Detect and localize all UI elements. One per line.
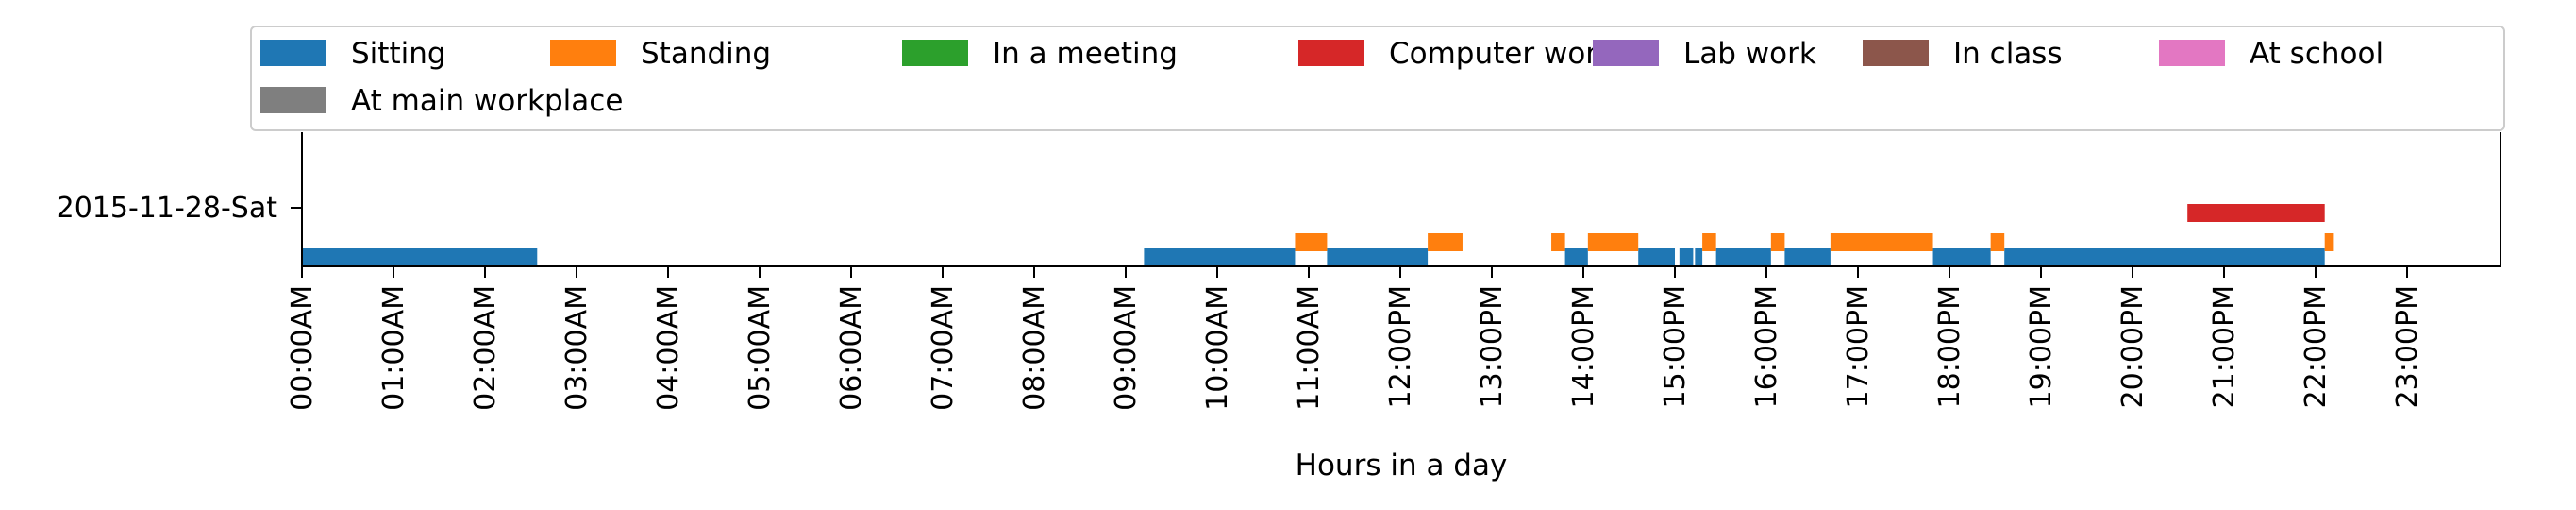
bar-sitting-6 — [1695, 248, 1703, 266]
legend-label-standing: Standing — [641, 37, 771, 71]
x-tick-label: 12:00PM — [1384, 285, 1417, 408]
legend-swatch-sitting — [260, 40, 326, 66]
legend-label-computer-work: Computer work — [1389, 37, 1614, 71]
x-tick-label: 10:00AM — [1201, 285, 1234, 411]
bar-sitting-10 — [2004, 248, 2325, 266]
bar-sitting-9 — [1932, 248, 1991, 266]
y-axis: 2015-11-28-Sat — [57, 192, 302, 225]
legend-label-sitting: Sitting — [351, 37, 446, 71]
legend-swatch-in-class — [1863, 40, 1929, 66]
legend: Sitting Standing In a meeting Computer work… — [250, 26, 2505, 131]
legend-frame — [250, 26, 2505, 131]
bar-standing-4 — [1702, 233, 1716, 251]
x-tick-label: 00:00AM — [286, 285, 319, 411]
plot-background — [302, 132, 2501, 266]
legend-swatch-lab-work — [1593, 40, 1659, 66]
x-tick-label: 20:00PM — [2116, 285, 2149, 408]
x-tick-label: 18:00PM — [1933, 285, 1966, 408]
x-tick-label: 22:00PM — [2300, 285, 2333, 408]
legend-label-at-school: At school — [2250, 37, 2384, 71]
bar-standing-2 — [1551, 233, 1565, 251]
x-tick-label: 13:00PM — [1476, 285, 1509, 408]
y-tick-label: 2015-11-28-Sat — [57, 192, 278, 225]
bar-sitting-1 — [1144, 248, 1296, 266]
x-tick-label: 05:00AM — [744, 285, 777, 411]
bar-sitting-5 — [1679, 248, 1694, 266]
legend-swatch-in-a-meeting — [902, 40, 968, 66]
x-axis-title: Hours in a day — [1296, 449, 1508, 483]
x-tick-label: 17:00PM — [1842, 285, 1875, 408]
bar-sitting-7 — [1715, 248, 1771, 266]
bar-standing-0 — [1295, 233, 1328, 251]
legend-label-in-class: In class — [1953, 37, 2063, 71]
x-tick-label: 19:00PM — [2025, 285, 2058, 408]
x-tick-label: 09:00AM — [1110, 285, 1143, 411]
legend-label-lab-work: Lab work — [1683, 37, 1816, 71]
legend-label-in-a-meeting: In a meeting — [993, 37, 1178, 71]
x-tick-label: 02:00AM — [469, 285, 502, 411]
legend-items: Sitting Standing In a meeting Computer work… — [260, 37, 2384, 118]
x-tick-label: 01:00AM — [377, 285, 410, 411]
x-tick-label: 14:00PM — [1567, 285, 1600, 408]
x-tick-label: 23:00PM — [2391, 285, 2424, 408]
bar-standing-1 — [1428, 233, 1463, 251]
bar-standing-6 — [1830, 233, 1933, 251]
bar-standing-3 — [1587, 233, 1639, 251]
bar-standing-5 — [1770, 233, 1785, 251]
legend-label-at-main-workplace: At main workplace — [351, 84, 623, 118]
x-axis: 00:00AM 01:00AM 02:00AM 03:00AM 04:00AM 05:00… — [286, 266, 2424, 411]
legend-swatch-at-school — [2159, 40, 2225, 66]
x-tick-label: 11:00AM — [1293, 285, 1326, 411]
legend-swatch-at-main-workplace — [260, 87, 326, 113]
bar-standing-8 — [2324, 233, 2334, 251]
x-tick-label: 08:00AM — [1018, 285, 1051, 411]
bar-sitting-8 — [1784, 248, 1831, 266]
activity-bars — [302, 204, 2334, 266]
bar-standing-7 — [1990, 233, 2005, 251]
x-tick-label: 04:00AM — [652, 285, 685, 411]
x-tick-label: 07:00AM — [927, 285, 960, 411]
bar-sitting-3 — [1564, 248, 1588, 266]
legend-swatch-computer-work — [1298, 40, 1364, 66]
bar-sitting-2 — [1327, 248, 1429, 266]
x-tick-label: 03:00AM — [560, 285, 594, 411]
x-tick-label: 15:00PM — [1659, 285, 1692, 408]
bar-sitting-4 — [1638, 248, 1675, 266]
legend-swatch-standing — [550, 40, 616, 66]
x-tick-label: 21:00PM — [2208, 285, 2241, 408]
bar-sitting-0 — [302, 248, 538, 266]
x-tick-label: 06:00AM — [835, 285, 868, 411]
plot-area — [301, 132, 2501, 267]
x-tick-label: 16:00PM — [1750, 285, 1783, 408]
bar-computer-work-0 — [2187, 204, 2325, 222]
